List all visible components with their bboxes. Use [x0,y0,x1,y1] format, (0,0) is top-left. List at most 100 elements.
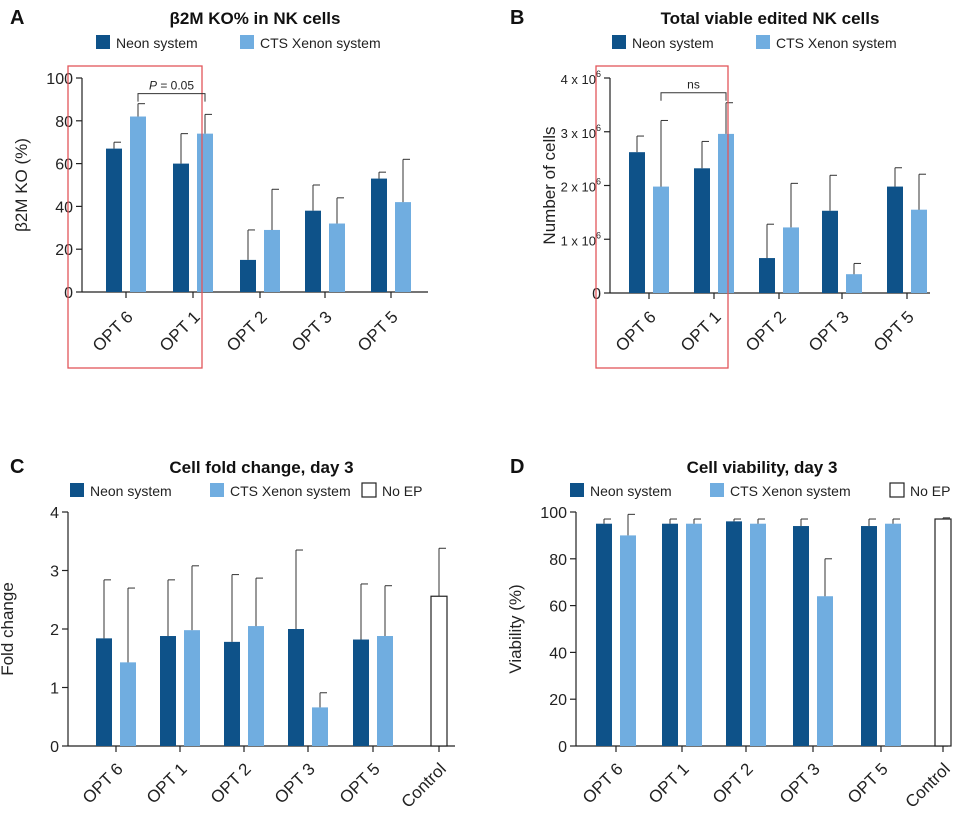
y-axis-label: Number of cells [540,126,559,244]
bar-xenon-opt-2 [264,229,280,292]
y-tick-label: 100 [540,505,567,522]
y-tick-label: 40 [55,199,73,216]
bar-xenon-opt-3 [329,223,345,292]
y-tick-label: 1 [50,681,59,698]
x-tick-label: OPT 3 [805,307,853,355]
bar-xenon-opt-3 [846,274,862,293]
legend-label: CTS Xenon system [230,483,351,499]
bar-neon-opt-3 [288,629,304,746]
x-tick-label: OPT 6 [79,759,127,807]
chart-title: Cell fold change, day 3 [169,458,353,477]
chart-panel-c: C Cell fold change, day 3 Neon system CTS X… [0,456,455,812]
chart-title: Total viable edited NK cells [661,9,880,28]
panel-letter: A [10,7,24,29]
panel-letter: D [510,456,524,478]
bar-xenon-opt-6 [120,662,136,746]
y-tick-label: 3 [50,564,59,581]
y-tick-label: 3 x 10 [561,126,596,141]
x-tick-label: OPT 2 [223,307,271,355]
y-tick-label: 0 [558,739,567,756]
x-tick-label: OPT 5 [354,307,402,355]
y-tick-exponent: 6 [596,69,601,79]
bar-xenon-opt-2 [783,227,799,293]
y-tick-label: 40 [549,645,567,662]
bar-xenon-opt-1 [718,133,734,293]
y-tick-label: 60 [549,599,567,616]
bar-neon-opt-6 [106,148,122,292]
p-symbol: P [149,79,157,93]
y-tick-label: 80 [55,114,73,131]
legend-swatch [570,483,584,497]
x-tick-label: OPT 3 [288,307,336,355]
bar-xenon-opt-5 [911,209,927,293]
legend-swatch [756,35,770,49]
significance-label: P = 0.05 [149,79,194,93]
bar-no-ep-control [934,518,952,747]
significance-bracket [137,93,206,102]
bar-neon-opt-6 [596,523,612,746]
legend-swatch [889,482,905,498]
bar-neon-opt-2 [759,258,775,293]
y-tick-label: 100 [46,71,73,88]
x-tick-label: Control [398,759,450,811]
bar-xenon-opt-1 [197,133,213,292]
y-tick-label: 60 [55,157,73,174]
legend-swatch [361,482,377,498]
bar-xenon-opt-5 [395,202,411,292]
bar-neon-opt-1 [662,523,678,746]
legend-label: No EP [910,483,950,499]
x-tick-label: OPT 1 [156,307,204,355]
x-tick-label: OPT 2 [742,307,790,355]
legend-label: No EP [382,483,422,499]
bar-neon-opt-5 [371,178,387,292]
bar-neon-opt-5 [861,526,877,746]
bar-neon-opt-1 [160,636,176,746]
legend-label: Neon system [116,35,198,51]
y-tick-label: 80 [549,552,567,569]
bar-neon-opt-1 [694,168,710,293]
p-value: = 0.05 [157,79,194,93]
p-value: ns [687,78,700,92]
chart-panel-d: D Cell viability, day 3 Neon system CTS Xen… [506,456,954,812]
x-tick-label: OPT 2 [709,759,757,807]
y-tick-label: 1 x 10 [561,233,596,248]
chart-panel-b: B Total viable edited NK cells Neon system… [510,7,930,369]
bar-neon-opt-3 [305,210,321,292]
x-tick-label: OPT 6 [89,307,137,355]
chart-title: Cell viability, day 3 [687,458,838,477]
bar-neon-opt-5 [353,639,369,746]
bar-neon-opt-6 [629,152,645,293]
bar-xenon-opt-1 [686,523,702,746]
y-tick-label: 0 [50,739,59,756]
legend-swatch [210,483,224,497]
bar-neon-opt-3 [822,210,838,293]
bar-neon-opt-2 [726,521,742,746]
bar-xenon-opt-6 [130,116,146,293]
y-axis-label: Fold change [0,582,17,676]
bar-neon-opt-1 [173,163,189,292]
legend-label: Neon system [90,483,172,499]
bar-xenon-opt-3 [312,707,328,746]
y-axis-label: Viability (%) [506,584,525,673]
bar-xenon-opt-2 [750,523,766,746]
bar-no-ep-control [430,595,448,747]
bar-neon-opt-2 [224,641,240,746]
x-tick-label: OPT 5 [844,759,892,807]
panel-letter: C [10,456,24,478]
x-tick-label: OPT 2 [207,759,255,807]
x-tick-label: OPT 1 [677,307,725,355]
x-tick-label: OPT 5 [336,759,384,807]
x-tick-label: OPT 6 [579,759,627,807]
y-tick-label: 20 [549,692,567,709]
y-tick-label: 20 [55,242,73,259]
highlight-box [67,65,203,369]
x-tick-label: OPT 3 [776,759,824,807]
legend-swatch [70,483,84,497]
legend-label: Neon system [590,483,672,499]
y-tick-exponent: 6 [596,230,601,240]
y-tick-exponent: 6 [596,177,601,187]
legend-swatch [612,35,626,49]
y-tick-label: 4 [50,505,59,522]
